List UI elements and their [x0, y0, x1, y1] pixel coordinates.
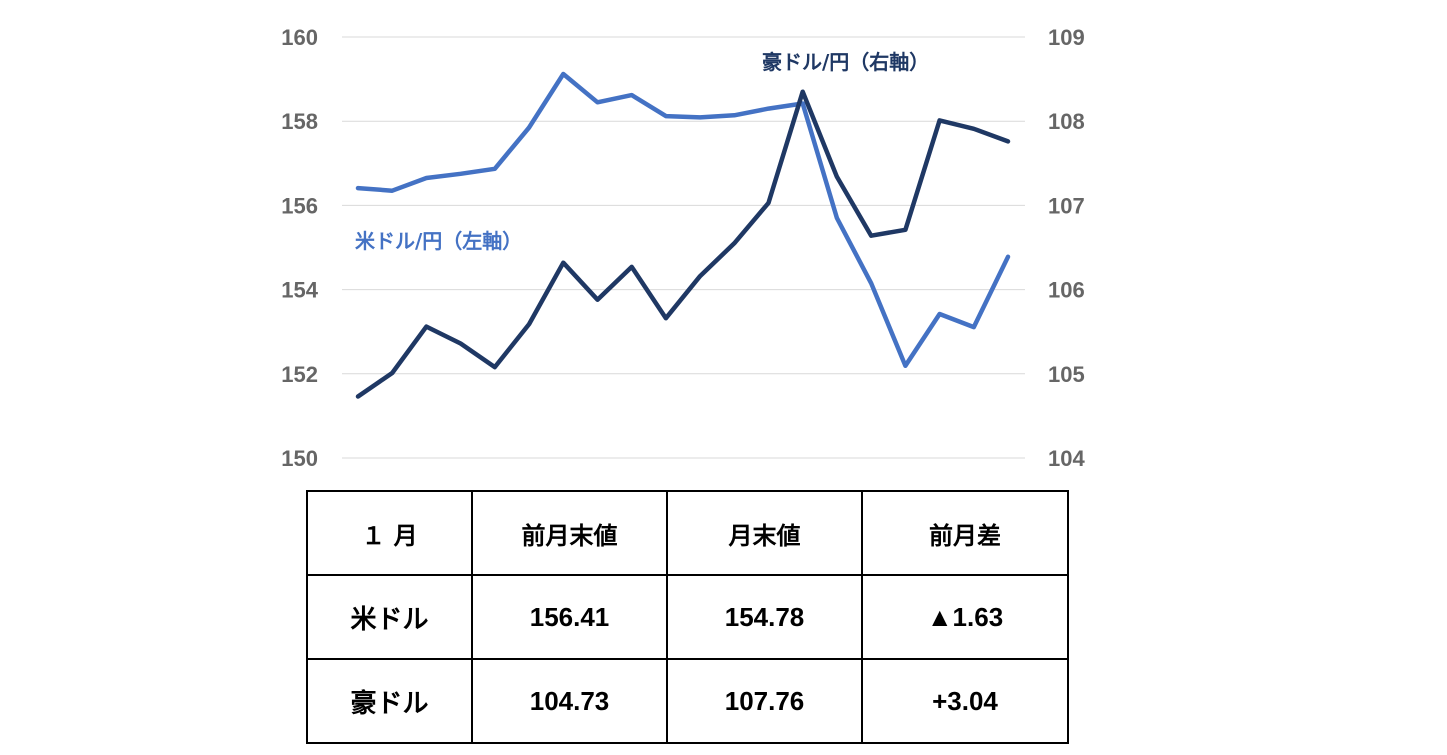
gridlines: [342, 36, 1025, 459]
header-prev-month-end: 前月末値: [471, 490, 668, 576]
usd-prev-month-end: 156.41: [471, 574, 668, 660]
row-label-usd: 米ドル: [306, 574, 473, 660]
left-axis-tick-label: 154: [281, 278, 318, 303]
header-month: １ 月: [306, 490, 473, 576]
aud-change: +3.04: [861, 658, 1069, 744]
table-row: 豪ドル 104.73 107.76 +3.04: [306, 658, 1069, 744]
left-axis-tick-label: 160: [281, 25, 318, 50]
right-axis-tick-label: 107: [1048, 193, 1085, 218]
aud-prev-month-end: 104.73: [471, 658, 668, 744]
left-axis-tick-label: 156: [281, 193, 318, 218]
table-header-row: １ 月 前月末値 月末値 前月差: [306, 490, 1069, 576]
left-axis-tick-label: 158: [281, 109, 318, 134]
aud-jpy-line: [355, 89, 1011, 399]
aud-month-end: 107.76: [666, 658, 863, 744]
left-axis-tick-label: 150: [281, 446, 318, 471]
fx-line-chart: 150 152 154 156 158 160 104 105 106 107 108 109 米ド…: [281, 25, 1085, 471]
right-axis-tick-label: 108: [1048, 109, 1085, 134]
series-lines: [355, 71, 1011, 399]
usd-month-end: 154.78: [666, 574, 863, 660]
row-label-aud: 豪ドル: [306, 658, 473, 744]
table-row: 米ドル 156.41 154.78 ▲1.63: [306, 574, 1069, 660]
monthly-summary-table: １ 月 前月末値 月末値 前月差 米ドル 156.41 154.78 ▲1.63…: [306, 490, 1069, 744]
right-axis-tick-label: 109: [1048, 25, 1085, 50]
usd-jpy-line: [355, 71, 1011, 369]
left-axis: 150 152 154 156 158 160: [281, 25, 318, 471]
right-axis-tick-label: 105: [1048, 362, 1085, 387]
right-axis-tick-label: 106: [1048, 278, 1085, 303]
aud-jpy-series-label: 豪ドル/円（右軸）: [762, 50, 929, 74]
header-month-end: 月末値: [666, 490, 863, 576]
usd-change: ▲1.63: [861, 574, 1069, 660]
header-change: 前月差: [861, 490, 1069, 576]
right-axis: 104 105 106 107 108 109: [1048, 25, 1085, 471]
left-axis-tick-label: 152: [281, 362, 318, 387]
right-axis-tick-label: 104: [1048, 446, 1085, 471]
usd-jpy-series-label: 米ドル/円（左軸）: [355, 229, 522, 253]
